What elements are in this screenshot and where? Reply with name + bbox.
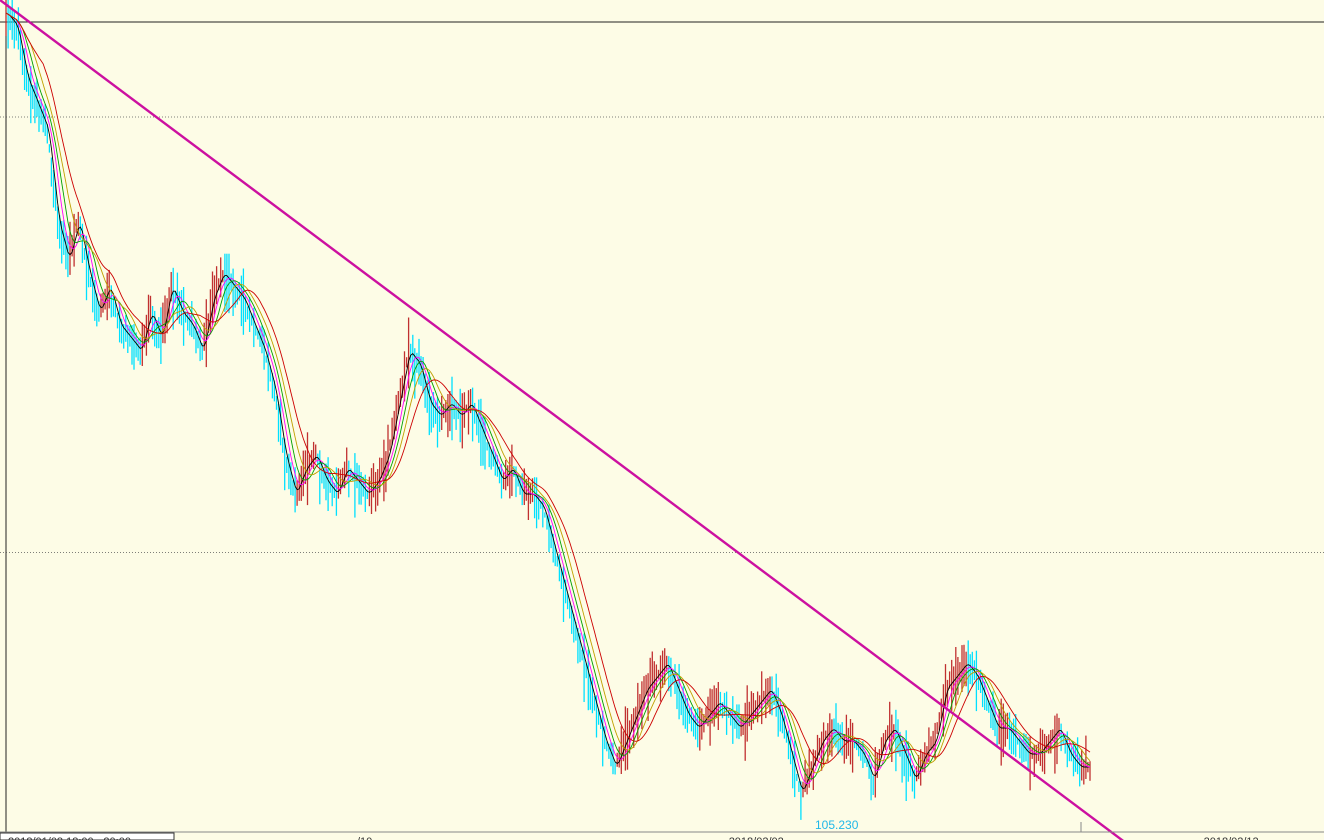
x-tick-label-2: 2018/02/02: [729, 836, 784, 840]
labels: 105.230: [815, 818, 859, 832]
ma-line-3: [5, 12, 1091, 774]
x-tick-label-0: 2018/01/08 18:00 - 20:00: [8, 836, 131, 840]
trendline: [0, 0, 1124, 840]
x-tick-label-3: 2018/02/12: [1204, 836, 1259, 840]
x-tick-label-1: /10: [357, 836, 372, 840]
x-axis: 2018/01/08 18:00 - 20:00/10 2018/02/02 201…: [0, 822, 1324, 840]
cursor-time-box: [0, 832, 175, 840]
min-price-label: 105.230: [815, 818, 859, 832]
moving-averages: [5, 12, 1091, 790]
ma-line-0: [5, 12, 1090, 790]
trendline-layer: [0, 0, 1124, 840]
ma-line-4: [5, 12, 1091, 765]
ma-line-2: [5, 12, 1091, 780]
ma-line-1: [5, 12, 1091, 785]
